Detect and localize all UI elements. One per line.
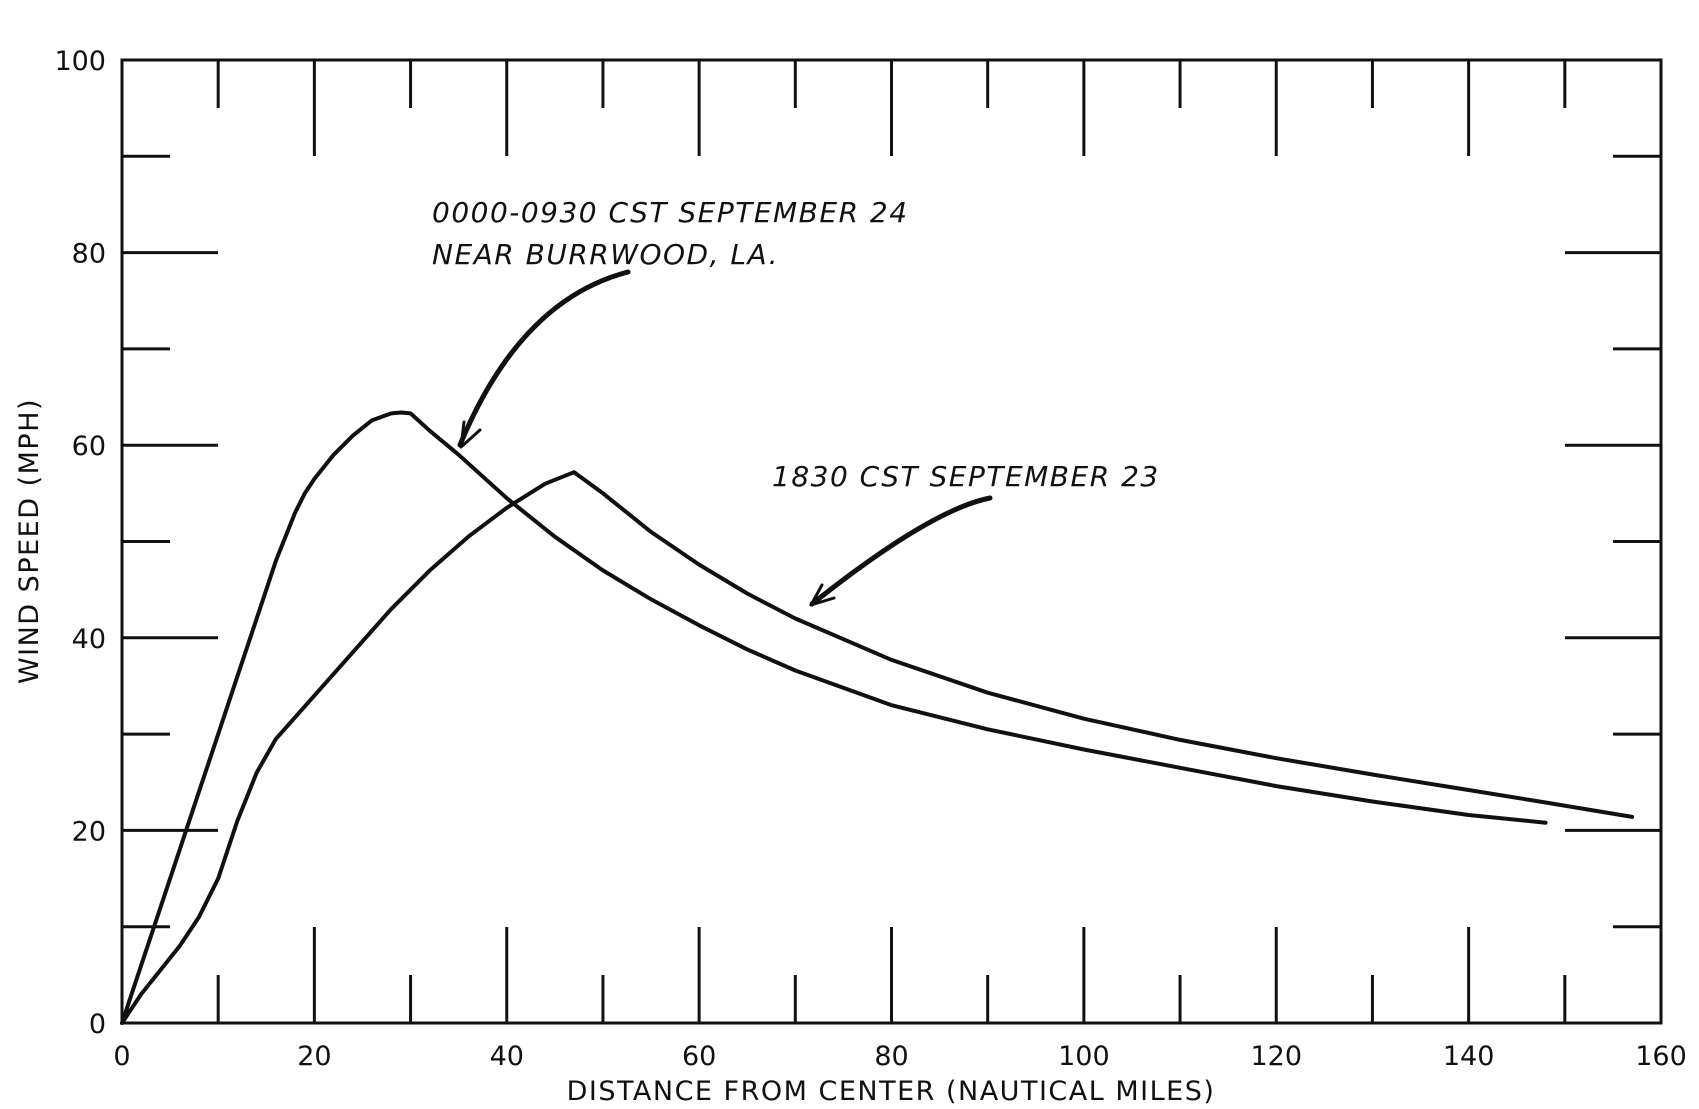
x-tick-label: 120 — [1250, 1041, 1302, 1072]
y-tick-label: 20 — [72, 816, 106, 847]
x-tick-label: 80 — [874, 1041, 908, 1072]
x-tick-label: 0 — [113, 1041, 130, 1072]
tick-labels: 0 20 40 60 80 100 120 140 160 0 20 40 60 80 100 — [54, 46, 1686, 1072]
x-tick-label: 140 — [1443, 1041, 1495, 1072]
y-tick-label: 40 — [72, 624, 106, 655]
x-tick-label: 100 — [1058, 1041, 1110, 1072]
annotation-sep23-line1: 1830 CST SEPTEMBER 23 — [772, 460, 1160, 493]
x-tick-label: 160 — [1635, 1041, 1687, 1072]
y-axis-title: WIND SPEED (MPH) — [14, 398, 45, 684]
y-tick-label: 100 — [54, 46, 106, 77]
annotation-sep24-line1: 0000-0930 CST SEPTEMBER 24 — [432, 196, 909, 229]
series-line-2 — [120, 470, 1635, 1025]
annotations: 0000-0930 CST SEPTEMBER 24 NEAR BURRWOOD… — [432, 196, 1160, 607]
y-tick-label: 0 — [89, 1009, 106, 1040]
x-tick-label: 60 — [682, 1041, 716, 1072]
series-line-1 — [120, 410, 1548, 1025]
annotation-sep24-arrow — [457, 269, 631, 448]
annotation-sep23-arrow — [809, 495, 993, 607]
x-tick-label: 40 — [490, 1041, 524, 1072]
series-layer — [120, 410, 1635, 1025]
y-tick-label: 80 — [72, 239, 106, 270]
annotation-sep23-arrowhead — [809, 583, 836, 607]
x-axis-title: DISTANCE FROM CENTER (NAUTICAL MILES) — [567, 1076, 1216, 1107]
y-tick-label: 60 — [72, 431, 106, 462]
annotation-sep24-arrowhead — [459, 420, 482, 449]
tick-marks — [122, 60, 1661, 1023]
annotation-sep24-line2: NEAR BURRWOOD, LA. — [432, 238, 779, 271]
x-tick-label: 20 — [297, 1041, 331, 1072]
